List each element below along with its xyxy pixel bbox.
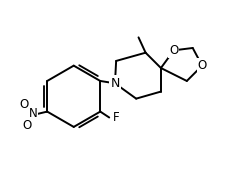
Text: O: O (197, 59, 207, 72)
Text: N: N (29, 107, 37, 120)
Text: N: N (110, 77, 120, 90)
Text: O: O (23, 119, 32, 132)
Text: F: F (113, 111, 119, 124)
Text: O: O (19, 98, 29, 111)
Text: O: O (169, 44, 178, 57)
